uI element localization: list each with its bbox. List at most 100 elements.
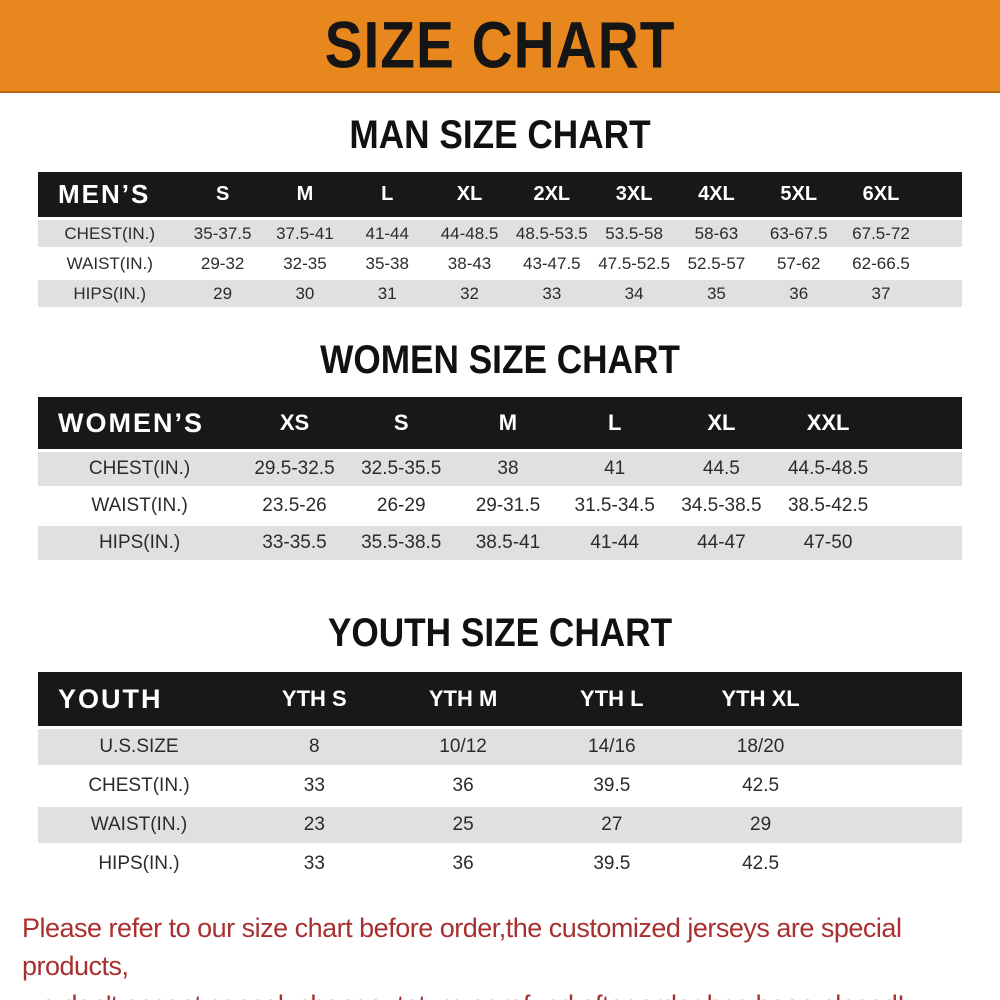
header-filler xyxy=(881,397,962,449)
column-header: S xyxy=(181,172,264,217)
table-header-label: YOUTH xyxy=(38,672,240,726)
table-row: CHEST(IN.) 35-37.5 37.5-41 41-44 44-48.5 48.5… xyxy=(38,220,962,247)
size-value: 29.5-32.5 xyxy=(241,452,348,486)
row-filler xyxy=(922,280,962,307)
column-header: L xyxy=(561,397,669,449)
size-value: 31 xyxy=(346,280,429,307)
footer-line-2: we don't accept cancel, change, teturn o… xyxy=(22,986,988,1000)
size-value: 47.5-52.5 xyxy=(592,250,676,277)
size-value: 27 xyxy=(537,807,687,843)
table-row: WAIST(IN.) 29-32 32-35 35-38 38-43 43-47.5 47.… xyxy=(38,250,962,277)
size-value: 38.5-41 xyxy=(454,526,562,560)
size-value: 44-47 xyxy=(668,526,775,560)
row-label: CHEST(IN.) xyxy=(38,768,240,804)
size-value: 44.5-48.5 xyxy=(774,452,882,486)
size-value: 33 xyxy=(239,846,389,882)
column-header: YTH S xyxy=(239,672,389,726)
size-value: 39.5 xyxy=(537,768,687,804)
row-filler xyxy=(922,250,962,277)
column-header: S xyxy=(347,397,455,449)
header-filler xyxy=(834,672,962,726)
size-value: 29-31.5 xyxy=(454,489,562,523)
men-section-heading: MAN SIZE CHART xyxy=(349,113,651,157)
table-header-row: YOUTH YTH S YTH M YTH L YTH XL xyxy=(38,672,962,726)
row-filler xyxy=(834,729,962,765)
row-filler xyxy=(881,489,962,523)
size-value: 44-48.5 xyxy=(428,220,511,247)
size-value: 38-43 xyxy=(428,250,511,277)
column-header: 6XL xyxy=(839,172,923,217)
size-value: 53.5-58 xyxy=(592,220,676,247)
size-value: 47-50 xyxy=(774,526,882,560)
size-value: 57-62 xyxy=(757,250,840,277)
header-filler xyxy=(922,172,962,217)
size-value: 34.5-38.5 xyxy=(668,489,775,523)
table-row: CHEST(IN.) 33 36 39.5 42.5 xyxy=(38,768,962,804)
size-value: 37.5-41 xyxy=(263,220,347,247)
size-value: 39.5 xyxy=(537,846,687,882)
row-filler xyxy=(922,220,962,247)
footer-note: Please refer to our size chart before or… xyxy=(22,909,988,1000)
size-value: 42.5 xyxy=(686,768,835,804)
youth-section-heading: YOUTH SIZE CHART xyxy=(327,611,673,655)
size-value: 58-63 xyxy=(675,220,758,247)
size-value: 38 xyxy=(454,452,562,486)
youth-size-table: YOUTH YTH S YTH M YTH L YTH XL U.S.SIZE 8 10/12… xyxy=(38,669,962,885)
banner-title: SIZE CHART xyxy=(324,8,676,83)
row-label: WAIST(IN.) xyxy=(38,807,240,843)
table-header-row: MEN’S S M L XL 2XL 3XL 4XL 5XL 6XL xyxy=(38,172,962,217)
size-value: 25 xyxy=(388,807,538,843)
size-value: 35 xyxy=(675,280,758,307)
row-label: CHEST(IN.) xyxy=(38,452,242,486)
size-value: 44.5 xyxy=(668,452,775,486)
row-label: HIPS(IN.) xyxy=(38,280,182,307)
row-filler xyxy=(834,807,962,843)
row-label: U.S.SIZE xyxy=(38,729,240,765)
size-value: 42.5 xyxy=(686,846,835,882)
row-filler xyxy=(834,768,962,804)
size-value: 36 xyxy=(388,846,538,882)
row-label: CHEST(IN.) xyxy=(38,220,182,247)
size-value: 32 xyxy=(428,280,511,307)
size-value: 48.5-53.5 xyxy=(510,220,593,247)
size-value: 34 xyxy=(592,280,676,307)
men-size-table: MEN’S S M L XL 2XL 3XL 4XL 5XL 6XL CHEST(IN.) 35-37… xyxy=(38,169,962,310)
size-value: 32.5-35.5 xyxy=(347,452,455,486)
size-value: 35-37.5 xyxy=(181,220,264,247)
size-value: 23.5-26 xyxy=(241,489,348,523)
row-label: HIPS(IN.) xyxy=(38,526,242,560)
women-section: WOMEN SIZE CHART WOMEN’S XS S M L XL XXL CHEST(… xyxy=(0,338,1000,563)
column-header: XS xyxy=(241,397,348,449)
column-header: XXL xyxy=(774,397,882,449)
column-header: M xyxy=(263,172,347,217)
column-header: 5XL xyxy=(757,172,840,217)
table-header-row: WOMEN’S XS S M L XL XXL xyxy=(38,397,962,449)
column-header: YTH L xyxy=(537,672,687,726)
table-row: WAIST(IN.) 23 25 27 29 xyxy=(38,807,962,843)
table-header-label: MEN’S xyxy=(38,172,182,217)
column-header: L xyxy=(346,172,429,217)
size-value: 31.5-34.5 xyxy=(561,489,669,523)
size-value: 26-29 xyxy=(347,489,455,523)
size-value: 29 xyxy=(181,280,264,307)
column-header: 4XL xyxy=(675,172,758,217)
table-header-label: WOMEN’S xyxy=(38,397,242,449)
women-section-heading: WOMEN SIZE CHART xyxy=(320,338,680,382)
size-value: 29-32 xyxy=(181,250,264,277)
footer-line-1: Please refer to our size chart before or… xyxy=(22,913,902,982)
row-filler xyxy=(881,526,962,560)
size-value: 10/12 xyxy=(388,729,538,765)
size-value: 23 xyxy=(239,807,389,843)
size-value: 18/20 xyxy=(686,729,835,765)
size-value: 63-67.5 xyxy=(757,220,840,247)
men-section: MAN SIZE CHART MEN’S S M L XL 2XL 3XL 4XL 5XL 6XL… xyxy=(0,113,1000,310)
size-value: 33 xyxy=(239,768,389,804)
size-value: 35.5-38.5 xyxy=(347,526,455,560)
column-header: YTH XL xyxy=(686,672,835,726)
column-header: YTH M xyxy=(388,672,538,726)
size-value: 33-35.5 xyxy=(241,526,348,560)
table-row: HIPS(IN.) 33-35.5 35.5-38.5 38.5-41 41-44 44-… xyxy=(38,526,962,560)
size-value: 8 xyxy=(239,729,389,765)
women-size-table: WOMEN’S XS S M L XL XXL CHEST(IN.) 29.5-32.5 32.5… xyxy=(38,394,962,563)
